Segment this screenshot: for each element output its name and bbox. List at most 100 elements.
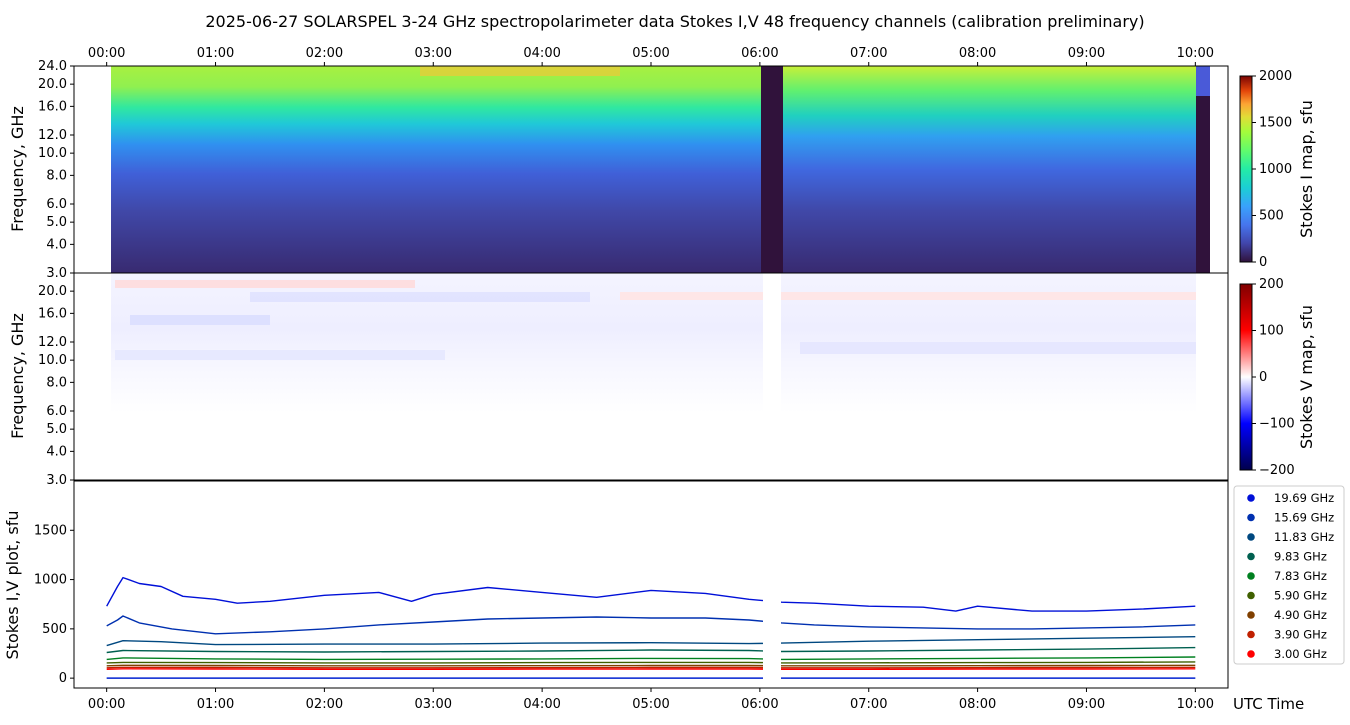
top-time-tick-label: 08:00 xyxy=(959,46,996,61)
stokes-plot-data-gap xyxy=(763,560,781,687)
frequency-tick-label: 16.0 xyxy=(38,99,67,114)
series-line-4-90-ghz xyxy=(106,664,1196,667)
legend-marker xyxy=(1247,533,1255,541)
chart-title: 2025-06-27 SOLARSPEL 3-24 GHz spectropol… xyxy=(205,12,1144,31)
legend: 19.69 GHz 15.69 GHz 11.83 GHz 9.83 GHz 7.83 … xyxy=(1233,485,1345,665)
legend-marker xyxy=(1247,552,1255,561)
legend-frame xyxy=(1233,485,1345,665)
stokes-v-map-blue-band-mid xyxy=(130,315,270,325)
bottom-time-tick-label: 01:00 xyxy=(197,697,234,712)
frequency-tick-label: 20.0 xyxy=(38,284,67,299)
top-time-tick-label: 00:00 xyxy=(88,46,125,61)
legend-marker xyxy=(1247,513,1255,522)
colorbar-tick-label: 200 xyxy=(1259,277,1284,292)
frequency-tick-label: 6.0 xyxy=(46,404,67,419)
legend-label: 3.90 GHz xyxy=(1274,628,1327,642)
colorbar-tick-label: 0 xyxy=(1259,255,1267,270)
top-time-tick-label: 09:00 xyxy=(1068,46,1105,61)
stokes-i-map-y-axis: 3.0 4.0 5.0 6.0 8.0 10.0 12.0 16.0 20.0 24.0 xyxy=(38,59,74,281)
stokes-i-map-data-before-gap xyxy=(111,66,761,273)
stokes-plot-y-axis: 0 500 1000 1500 xyxy=(34,523,74,686)
stokes-i-map-panel: 3.0 4.0 5.0 6.0 8.0 10.0 12.0 16.0 20.0 24.0 Freq… xyxy=(8,59,1229,281)
legend-marker xyxy=(1247,494,1255,502)
series-line-19-69-ghz xyxy=(106,576,1196,612)
legend-label: 9.83 GHz xyxy=(1274,550,1327,564)
legend-label: 3.00 GHz xyxy=(1274,647,1327,661)
legend-marker xyxy=(1247,611,1255,619)
colorbar-tick-label: 1500 xyxy=(1259,116,1292,131)
stokes-plot-y-tick-label: 1500 xyxy=(34,523,67,538)
top-time-axis: 00:00 01:00 02:00 03:00 04:00 05:00 06:00 07:00… xyxy=(88,46,1214,66)
series-line-7-83-ghz xyxy=(106,656,1196,661)
stokes-v-map-red-band-right xyxy=(620,292,1196,300)
series-line-5-90-ghz xyxy=(106,661,1196,664)
bottom-time-tick-label: 05:00 xyxy=(632,697,669,712)
top-time-tick-label: 07:00 xyxy=(850,46,887,61)
top-time-tick-label: 05:00 xyxy=(632,46,669,61)
colorbar-tick-label: 0 xyxy=(1259,370,1267,385)
top-time-tick-label: 02:00 xyxy=(306,46,343,61)
stokes-v-colorbar: −200 −100 0 100 200 Stokes V map, sfu xyxy=(1239,277,1316,478)
stokes-v-map-y-axis: 3.0 4.0 5.0 6.0 8.0 10.0 12.0 16.0 20.0 xyxy=(38,284,74,488)
bottom-time-tick-label: 04:00 xyxy=(523,697,560,712)
frequency-tick-label: 3.0 xyxy=(46,266,67,281)
series-line-3-00-ghz xyxy=(106,668,1196,670)
stokes-i-map-data-gap xyxy=(761,66,783,273)
bottom-time-tick-label: 07:00 xyxy=(850,697,887,712)
stokes-v-map-blue-band-right xyxy=(800,342,1196,354)
stokes-plot-x-axis: 00:00 01:00 02:00 03:00 04:00 05:00 06:00 07:00… xyxy=(88,688,1214,712)
bottom-time-tick-label: 10:00 xyxy=(1177,697,1214,712)
stokes-v-map-frame xyxy=(73,272,1229,481)
stokes-v-colorbar-ticks: −200 −100 0 100 200 xyxy=(1252,277,1295,478)
legend-marker xyxy=(1247,650,1255,658)
colorbar-tick-label: 500 xyxy=(1259,209,1284,224)
stokes-i-map-data-after-gap xyxy=(783,66,1196,273)
stokes-v-map-data-gap xyxy=(763,273,781,480)
legend-marker xyxy=(1247,572,1255,580)
series-line-9-83-ghz xyxy=(106,646,1196,654)
bottom-time-tick-label: 02:00 xyxy=(306,697,343,712)
stokes-plot-y-tick-label: 1000 xyxy=(34,573,67,588)
legend-label: 11.83 GHz xyxy=(1274,530,1334,544)
frequency-tick-label: 4.0 xyxy=(46,444,67,459)
frequency-tick-label: 3.0 xyxy=(46,473,67,488)
stokes-i-map-end-top xyxy=(1196,66,1210,96)
frequency-tick-label: 8.0 xyxy=(46,375,67,390)
stokes-plot-panel: 0 500 1000 1500 00:00 01:00 02:00 03:00 04:00 05… xyxy=(3,480,1229,712)
colorbar-tick-label: −200 xyxy=(1259,463,1295,478)
legend-label: 7.83 GHz xyxy=(1274,569,1327,583)
stokes-v-colorbar-label: Stokes V map, sfu xyxy=(1297,305,1316,449)
legend-label: 19.69 GHz xyxy=(1274,491,1334,505)
stokes-i-colorbar-ticks: 0 500 1000 1500 2000 xyxy=(1252,69,1292,270)
stokes-plot-y-label: Stokes I,V plot, sfu xyxy=(3,511,22,660)
stokes-v-map-red-band-left xyxy=(115,280,415,288)
bottom-time-tick-label: 08:00 xyxy=(959,697,996,712)
bottom-time-tick-label: 06:00 xyxy=(741,697,778,712)
legend-label: 4.90 GHz xyxy=(1274,608,1327,622)
stokes-plot-series xyxy=(106,576,1196,679)
stokes-v-colorbar-gradient xyxy=(1239,283,1253,471)
frequency-tick-label: 10.0 xyxy=(38,353,67,368)
stokes-i-map-end-column xyxy=(1196,66,1210,273)
stokes-i-colorbar-label: Stokes I map, sfu xyxy=(1297,100,1316,238)
bottom-time-tick-label: 00:00 xyxy=(88,697,125,712)
top-time-tick-label: 10:00 xyxy=(1177,46,1214,61)
legend-items: 19.69 GHz 15.69 GHz 11.83 GHz 9.83 GHz 7.83 … xyxy=(1247,491,1334,661)
frequency-tick-label: 12.0 xyxy=(38,128,67,143)
stokes-v-map-panel: 3.0 4.0 5.0 6.0 8.0 10.0 12.0 16.0 20.0 Frequenc… xyxy=(8,272,1229,488)
stokes-i-map-y-label: Frequency, GHz xyxy=(8,106,27,232)
stokes-v-map-blue-band-left xyxy=(250,292,590,302)
frequency-tick-label: 10.0 xyxy=(38,146,67,161)
series-line-11-83-ghz xyxy=(106,636,1196,647)
bottom-time-tick-label: 03:00 xyxy=(415,697,452,712)
legend-marker xyxy=(1247,591,1255,600)
frequency-tick-label: 16.0 xyxy=(38,306,67,321)
frequency-tick-label: 4.0 xyxy=(46,237,67,252)
stokes-i-colorbar-gradient xyxy=(1239,75,1253,263)
top-time-tick-label: 01:00 xyxy=(197,46,234,61)
top-time-tick-label: 04:00 xyxy=(523,46,560,61)
stokes-plot-y-tick-label: 0 xyxy=(59,671,67,686)
stokes-v-map-blue-band-low xyxy=(115,350,445,360)
series-line-3-90-ghz xyxy=(106,666,1196,669)
